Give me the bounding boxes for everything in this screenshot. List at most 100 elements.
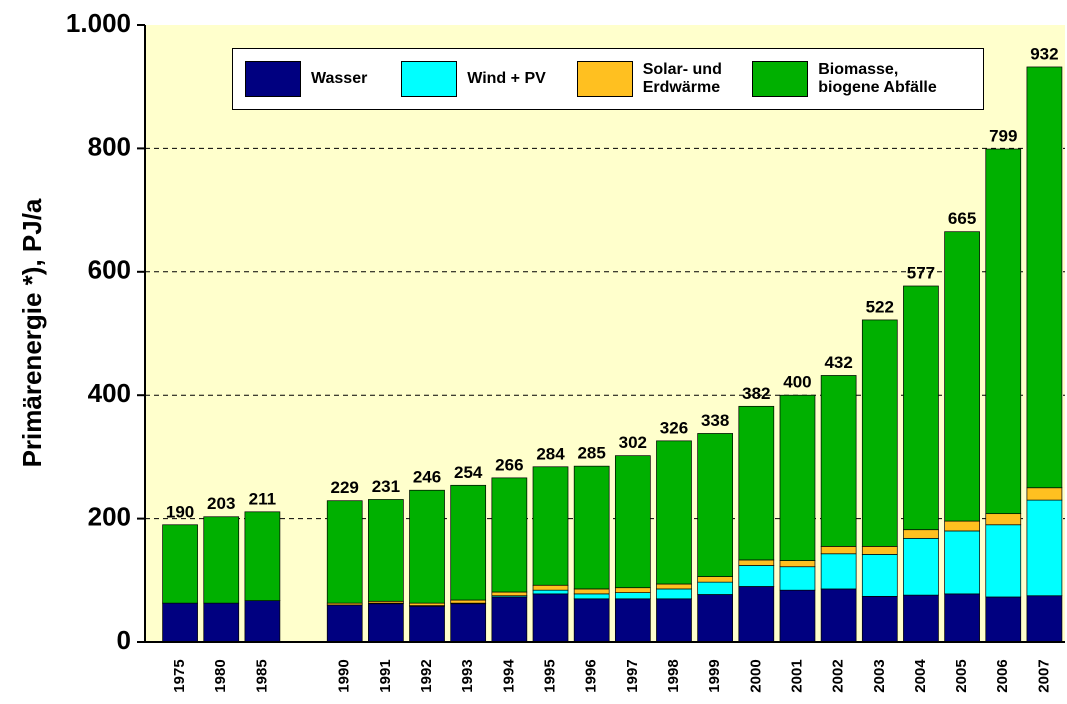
bar-segment (656, 598, 692, 643)
total-label: 932 (1030, 44, 1058, 63)
x-tick-label: 2001 (788, 659, 805, 692)
total-label: 522 (866, 297, 894, 316)
y-axis-label: Primärenergie *), PJ/a (17, 198, 47, 467)
bar-segment (450, 603, 487, 643)
total-label: 246 (413, 468, 441, 487)
legend-label: Biomasse, biogene Abfälle (818, 61, 937, 96)
bar-segment (203, 516, 240, 604)
bar-segment (861, 595, 898, 643)
total-label: 338 (701, 411, 729, 430)
total-label: 284 (536, 444, 565, 463)
bar-segment (573, 598, 610, 643)
bar-segment (944, 530, 980, 595)
x-tick-label: 1975 (171, 659, 188, 692)
bar-segment (1026, 499, 1063, 597)
x-tick-label: 2007 (1035, 659, 1052, 692)
x-tick-label: 1994 (500, 659, 517, 693)
bar-segment (450, 599, 487, 604)
bar-segment (861, 319, 898, 547)
y-tick-label: 200 (88, 501, 131, 531)
total-label: 382 (742, 384, 770, 403)
x-tick-label: 1997 (624, 659, 641, 692)
total-label: 231 (372, 477, 400, 496)
total-label: 400 (783, 373, 811, 392)
bar-segment (656, 440, 692, 585)
bar-segment (656, 583, 692, 590)
x-tick-label: 1996 (583, 659, 600, 692)
bar-segment (820, 553, 857, 590)
bar-segment (1026, 487, 1063, 501)
total-label: 211 (249, 489, 276, 508)
total-label: 229 (331, 478, 359, 497)
x-tick-label: 1991 (377, 659, 394, 692)
bar-segment (944, 593, 980, 643)
bar-segment (573, 593, 610, 600)
bar-segment (738, 586, 775, 643)
bar-segment (697, 594, 733, 643)
bar-segment (944, 231, 980, 522)
legend-swatch (752, 61, 809, 97)
legend-item: Solar- und Erdwärme (576, 61, 740, 97)
bar-segment (532, 589, 569, 595)
y-tick-label: 600 (88, 255, 131, 285)
x-tick-label: 1985 (253, 659, 270, 692)
bar-segment (614, 592, 651, 600)
bar-segment (985, 596, 1022, 643)
legend-item: Wasser (245, 61, 389, 97)
x-tick-label: 1992 (418, 659, 435, 692)
bar-segment (903, 285, 939, 531)
bar-segment (697, 576, 733, 583)
bar-segment (903, 594, 939, 643)
bar-segment (573, 588, 610, 595)
y-tick-label: 1.000 (66, 8, 131, 38)
bar-segment (779, 560, 816, 568)
total-label: 665 (948, 209, 976, 228)
x-tick-label: 1993 (459, 659, 476, 692)
bar-segment (614, 455, 651, 589)
bar-segment (368, 499, 404, 602)
bar-segment (861, 554, 898, 597)
bar-segment (985, 513, 1022, 526)
bar-segment (491, 591, 528, 597)
legend-item: Wind + PV (401, 61, 564, 97)
bar-segment (162, 524, 198, 604)
bar-segment (409, 602, 445, 606)
bar-segment (944, 520, 980, 532)
bar-segment (326, 604, 363, 643)
total-label: 432 (824, 353, 852, 372)
bar-segment (614, 598, 651, 643)
total-label: 285 (577, 444, 605, 463)
legend-swatch (401, 61, 458, 97)
bar-segment (903, 537, 939, 596)
legend-label: Solar- und Erdwärme (642, 61, 722, 96)
total-label: 254 (454, 463, 483, 482)
bar-segment (532, 584, 569, 591)
bar-segment (985, 148, 1022, 515)
bar-segment (491, 477, 528, 593)
x-tick-label: 2002 (830, 659, 847, 692)
bar-segment (903, 529, 939, 539)
bar-segment (738, 405, 775, 561)
bar-segment (820, 546, 857, 555)
bar-segment (532, 466, 569, 586)
bar-segment (203, 602, 240, 643)
y-tick-label: 0 (117, 625, 131, 655)
x-tick-label: 2005 (953, 659, 970, 692)
bar-segment (573, 465, 610, 590)
legend-swatch (245, 61, 301, 97)
x-tick-label: 1990 (336, 659, 353, 692)
bar-segment (985, 524, 1022, 598)
x-tick-label: 2000 (747, 659, 764, 692)
x-tick-label: 1999 (706, 659, 723, 692)
bar-segment (697, 433, 733, 577)
x-tick-label: 1998 (665, 659, 682, 692)
total-label: 799 (989, 127, 1017, 146)
bar-segment (614, 587, 651, 593)
bar-segment (1026, 595, 1063, 643)
bar-segment (861, 546, 898, 555)
bar-segment (656, 588, 692, 600)
x-tick-label: 1995 (541, 659, 558, 692)
bar-segment (368, 603, 404, 643)
x-tick-label: 1980 (212, 659, 229, 692)
bar-segment (409, 489, 445, 604)
